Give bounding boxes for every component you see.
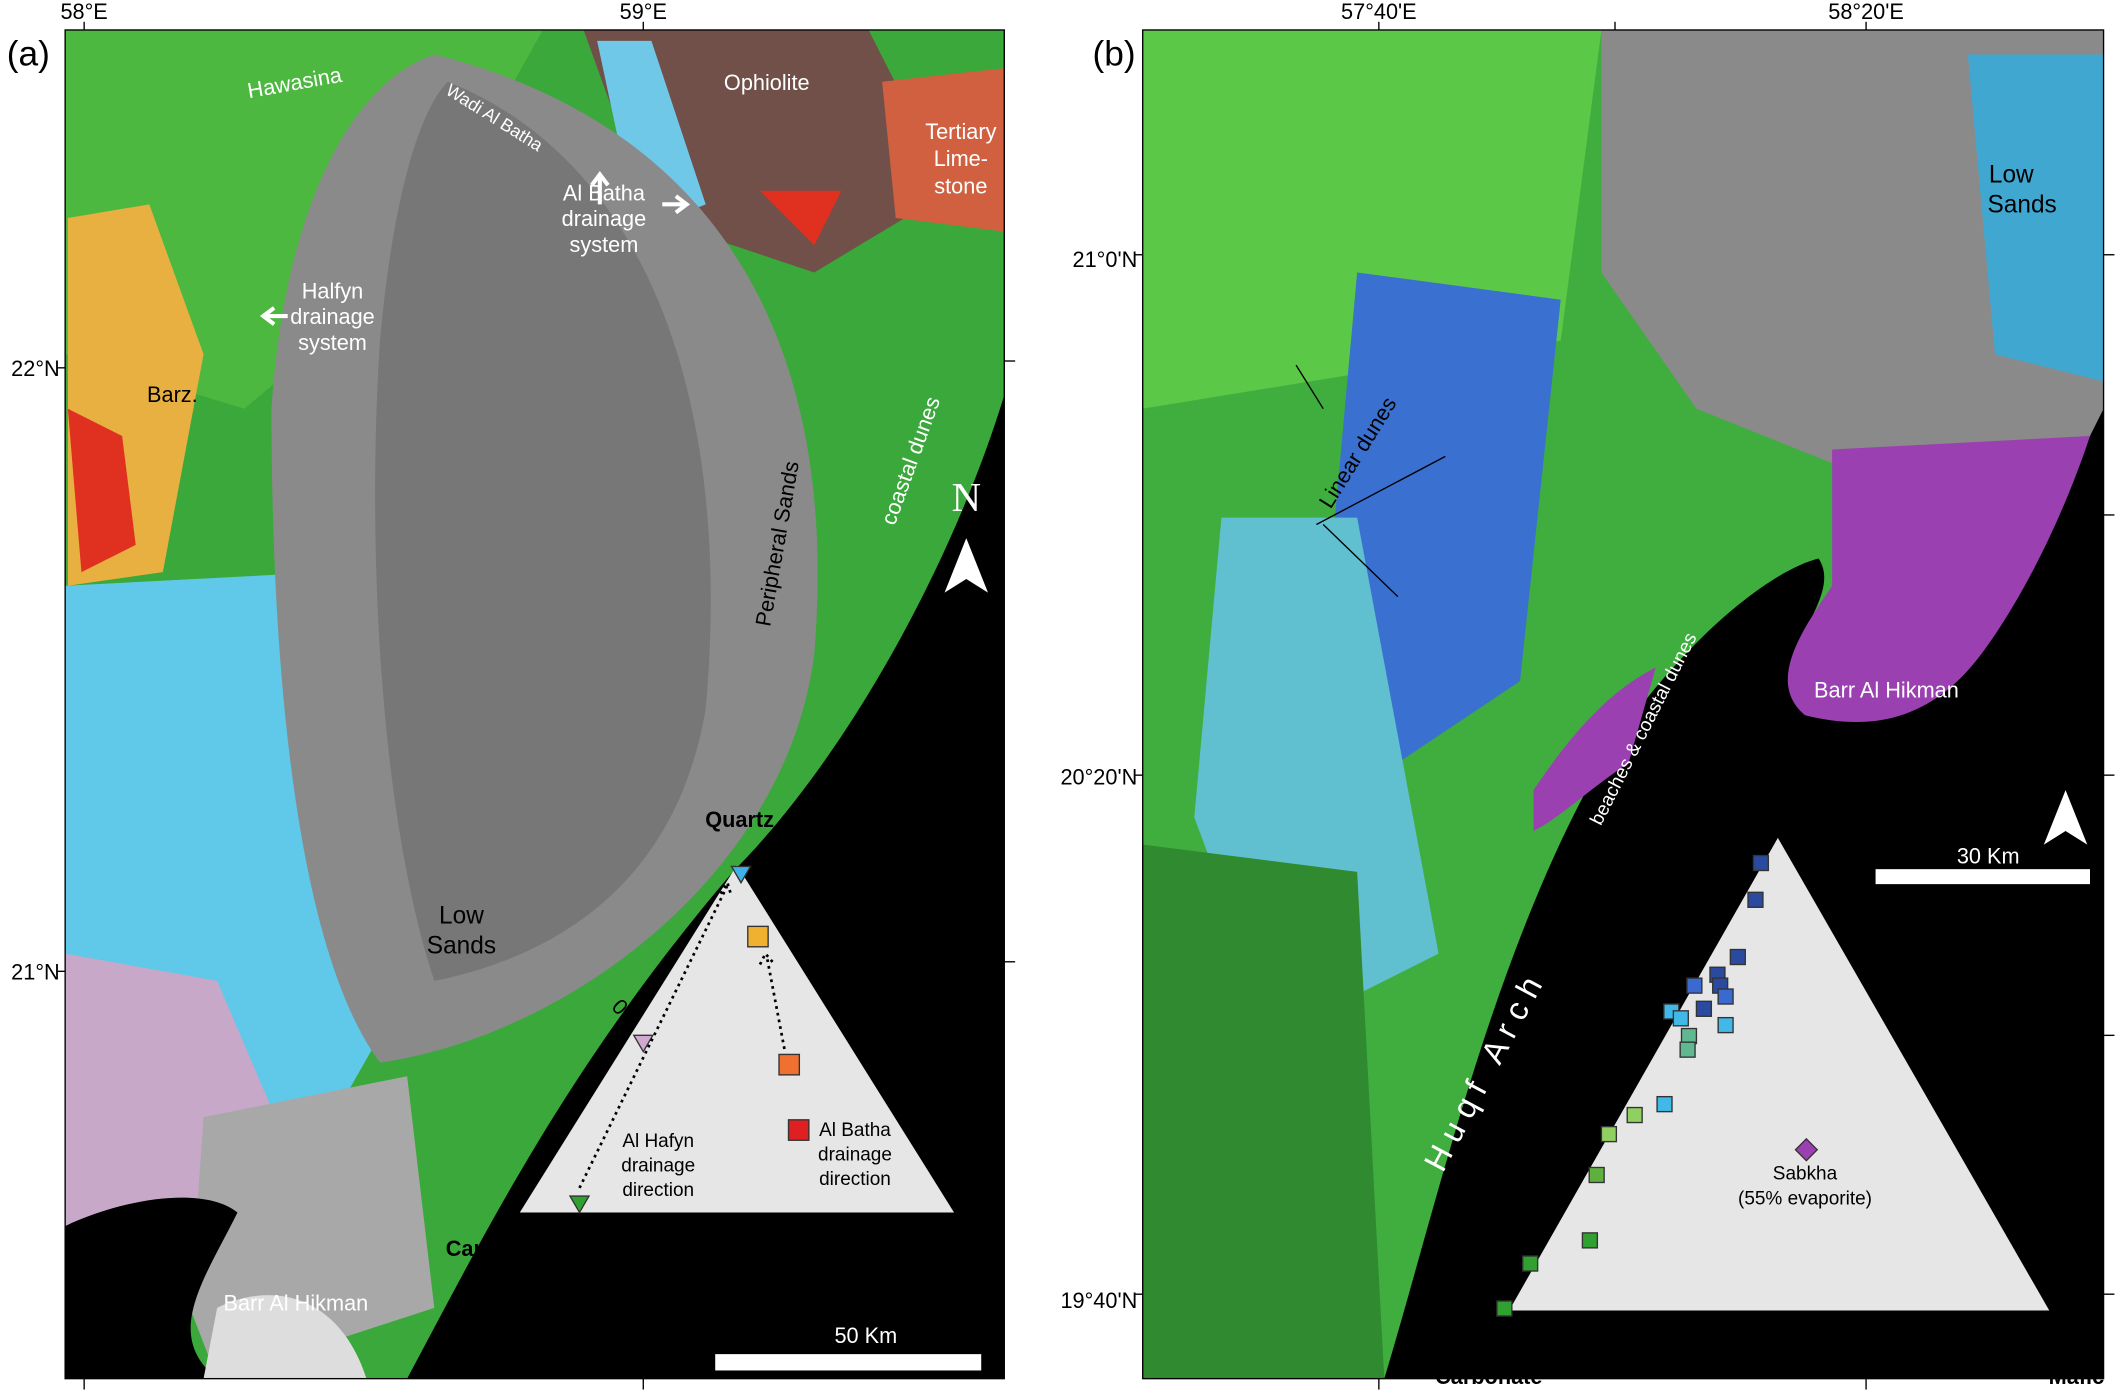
place: Barz. [147, 382, 198, 407]
place: Barr Al Hikman [223, 1290, 368, 1315]
frame-a [64, 29, 1005, 1380]
ternary-tick: 20% [718, 1217, 761, 1242]
lat-label: 19°40'N [1060, 1288, 1137, 1313]
ternary-tick: 10% [1756, 1310, 1799, 1335]
scale-label: 30 Km [1957, 844, 2020, 869]
vertex-label: Carbonate [1435, 1364, 1542, 1389]
ternary-note: Sabkha (55% evaporite) [1738, 1164, 1872, 1210]
scale-bar [1875, 869, 2090, 885]
place: Ophiolite [724, 70, 810, 95]
place: Tertiary Lime-stone [925, 119, 996, 199]
leader [1295, 364, 1446, 598]
vertex-label: Quartz [1743, 807, 1812, 832]
ternary [1509, 837, 2050, 1311]
vertex-label: Quartz [705, 807, 774, 832]
ticks-a [57, 21, 1016, 1390]
panel-label: (b) [1093, 34, 1136, 73]
ticks-b [1134, 21, 2115, 1390]
vertex-label: Mafic [929, 1236, 985, 1261]
north: N [2051, 730, 2080, 775]
vertex-label: Carbonate [446, 1236, 553, 1261]
frame-b [1142, 29, 2105, 1380]
place: Low Sands [427, 903, 496, 960]
north-arrow [2043, 790, 2088, 845]
ternary [519, 865, 955, 1213]
north-arrow [944, 538, 988, 593]
arrows-a [259, 170, 691, 326]
ternary-points [1496, 854, 1819, 1317]
lat-label: 20°20'N [1060, 765, 1137, 790]
scale-bar [715, 1354, 982, 1371]
lon-label: 59°E [620, 0, 667, 24]
panel-label: (a) [7, 34, 50, 73]
place: Barr Al Hikman [1814, 677, 1959, 702]
north: N [952, 475, 981, 520]
place: Halfyn drainage system [290, 278, 374, 355]
ternary-note: Al Batha drainage direction [818, 1120, 892, 1190]
ternary-points [568, 865, 810, 1214]
place: Low Sands [1988, 162, 2057, 219]
lon-label: 57°40'E [1341, 0, 1417, 24]
scale-label: 50 Km [834, 1323, 897, 1348]
ternary-note: Al Hafyn drainage direction [621, 1131, 695, 1201]
lat-label: 21°0'N [1073, 247, 1138, 272]
lat-label: 22°N [11, 356, 60, 381]
lon-label: 58°E [60, 0, 107, 24]
lat-label: 21°N [11, 959, 60, 984]
vertex-label: Mafic [2049, 1364, 2105, 1389]
place: Al Batha drainage system [562, 180, 646, 257]
lon-label: 58°20'E [1828, 0, 1904, 24]
